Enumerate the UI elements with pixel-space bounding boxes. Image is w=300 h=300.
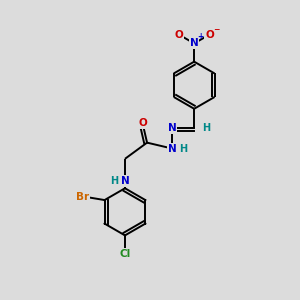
- Text: O: O: [138, 118, 147, 128]
- Text: N: N: [168, 123, 176, 133]
- Text: +: +: [197, 32, 203, 41]
- Text: N: N: [190, 38, 199, 48]
- Text: H: H: [110, 176, 118, 186]
- Text: Br: Br: [76, 192, 89, 202]
- Text: N: N: [168, 143, 176, 154]
- Text: −: −: [213, 25, 219, 34]
- Text: H: H: [179, 143, 187, 154]
- Text: Cl: Cl: [119, 249, 130, 259]
- Text: N: N: [121, 176, 129, 186]
- Text: O: O: [205, 30, 214, 40]
- Text: H: H: [202, 123, 211, 133]
- Text: O: O: [175, 30, 183, 40]
